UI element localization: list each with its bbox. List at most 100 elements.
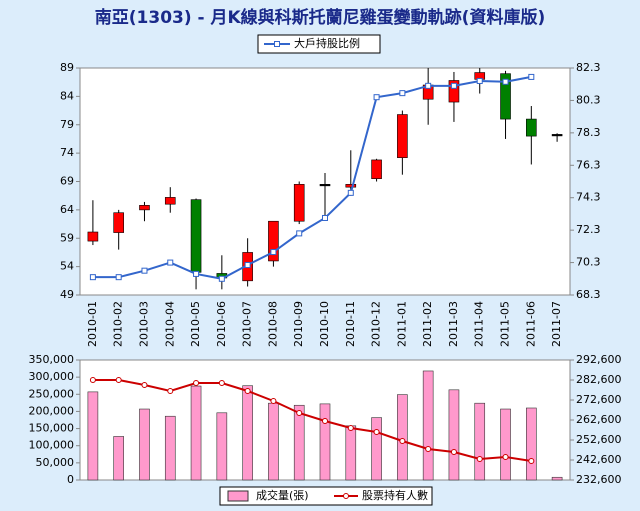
bar (474, 402, 486, 481)
x-tick-label: 2010-08 (266, 301, 279, 347)
line-marker (141, 382, 148, 388)
y2-tick-label: 70.3 (576, 256, 601, 269)
line-marker (115, 274, 122, 281)
candle-body (371, 159, 382, 179)
line-marker (450, 82, 457, 89)
x-tick-label: 2011-04 (473, 301, 486, 347)
y-tick-label: 84 (60, 89, 74, 102)
line-marker (476, 456, 483, 462)
ratio-line (92, 75, 532, 280)
y-tick-label: 64 (60, 203, 74, 216)
bar (242, 385, 253, 481)
bar (551, 476, 563, 481)
candle-body (345, 184, 357, 188)
y2-tick-label: 262,600 (576, 413, 622, 426)
line-marker (528, 458, 535, 464)
y-tick-label: 49 (60, 288, 74, 301)
legend-box (219, 486, 433, 506)
candle-body (500, 73, 511, 120)
line-marker (502, 454, 509, 460)
y-tick-label: 0 (67, 473, 74, 486)
x-tick-label: 2010-02 (112, 301, 125, 347)
line-marker (373, 94, 380, 101)
line-marker (244, 262, 251, 269)
line-marker (218, 380, 225, 386)
y-tick-label: 79 (60, 118, 74, 131)
y2-tick-label: 292,600 (576, 353, 622, 366)
line-marker (502, 78, 509, 85)
y2-tick-label: 78.3 (576, 126, 601, 139)
legend-label: 股票持有人數 (362, 488, 428, 502)
legend-swatch (227, 490, 249, 502)
line-marker (296, 410, 303, 416)
legend-label: 成交量(張) (256, 488, 309, 502)
line-marker (476, 77, 483, 84)
y-tick-label: 150,000 (29, 422, 75, 435)
bar (268, 402, 279, 481)
y-tick-label: 350,000 (29, 353, 75, 366)
bar (397, 394, 408, 481)
line-marker (89, 377, 96, 383)
legend-label: 大戶持股比例 (294, 36, 360, 50)
line-marker (528, 73, 535, 80)
x-tick-label: 2010-01 (86, 301, 99, 347)
y-tick-label: 54 (60, 260, 74, 273)
bar (164, 415, 176, 481)
candle-body (293, 184, 305, 222)
x-tick-label: 2010-06 (215, 301, 228, 347)
candle-body (164, 197, 176, 205)
x-tick-label: 2011-05 (499, 301, 512, 347)
line-marker (167, 388, 174, 394)
line-marker (270, 249, 277, 256)
bar (371, 417, 382, 481)
bar (216, 412, 228, 481)
y2-tick-label: 68.3 (576, 288, 601, 301)
legend-swatch-marker (274, 41, 280, 47)
bar (87, 391, 99, 481)
y-tick-label: 200,000 (29, 404, 75, 417)
x-tick-label: 2010-10 (318, 301, 331, 347)
bar (293, 404, 305, 481)
y2-tick-label: 242,600 (576, 453, 622, 466)
legend-box (257, 34, 381, 54)
y2-tick-label: 282,600 (576, 373, 622, 386)
y-tick-label: 89 (60, 61, 74, 74)
x-tick-label: 2010-05 (189, 301, 202, 347)
line-marker (425, 446, 432, 452)
candle-body (87, 231, 99, 242)
y-tick-label: 50,000 (36, 456, 75, 469)
line-marker (193, 380, 200, 386)
line-marker (322, 418, 328, 424)
y-tick-label: 250,000 (29, 387, 75, 400)
x-tick-label: 2010-09 (292, 301, 305, 347)
bar (448, 389, 460, 481)
y2-tick-label: 76.3 (576, 158, 601, 171)
bar (422, 370, 434, 481)
bar (190, 385, 202, 481)
line-marker (296, 230, 303, 237)
line-marker (89, 274, 96, 281)
candle-body (551, 134, 563, 137)
candle-body (397, 114, 408, 158)
bar (500, 408, 511, 481)
x-tick-label: 2011-01 (395, 301, 408, 347)
y2-tick-label: 72.3 (576, 223, 601, 236)
x-tick-label: 2010-12 (370, 301, 383, 347)
y2-tick-label: 74.3 (576, 191, 601, 204)
bar (319, 403, 331, 481)
line-marker (322, 214, 328, 221)
legend-swatch-marker (343, 493, 349, 499)
y2-tick-label: 272,600 (576, 393, 622, 406)
bar (139, 408, 150, 481)
y-tick-label: 300,000 (29, 370, 75, 383)
line-marker (270, 398, 277, 404)
line-marker (399, 438, 406, 444)
y2-tick-label: 82.3 (576, 61, 601, 74)
candle-body (268, 220, 279, 262)
candle-body (190, 199, 202, 273)
line-marker (347, 189, 354, 196)
y-tick-label: 59 (60, 231, 74, 244)
y-tick-label: 100,000 (29, 439, 75, 452)
line-marker (347, 425, 354, 431)
